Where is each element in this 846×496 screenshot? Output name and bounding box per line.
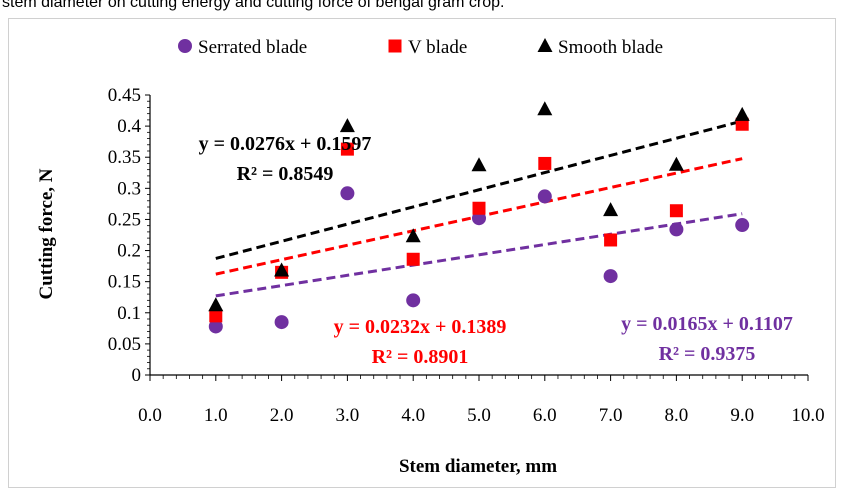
v-blade-point	[669, 204, 683, 218]
x-tick-label: 3.0	[336, 405, 360, 426]
x-tick-label: 4.0	[401, 405, 425, 426]
legend: Serrated blade V blade Smooth blade	[178, 37, 663, 58]
y-axis-title: Cutting force, N	[36, 168, 57, 299]
serrated-blade-point	[340, 186, 355, 201]
serrated-blade-equation: y = 0.0165x + 0.1107	[621, 313, 793, 335]
y-tick-label: 0	[132, 365, 142, 386]
y-tick-label: 0.25	[108, 209, 141, 230]
serrated-blade-point	[406, 293, 421, 308]
serrated-blade-point	[603, 269, 618, 284]
smooth-blade-point	[405, 228, 421, 243]
axes: 0 0.05 0.1 0.15 0.2 0.25 0.3 0.35 0.4 0.45 0.0 1.0 2…	[108, 85, 825, 426]
v-blade-point	[735, 117, 749, 131]
y-tick-label: 0.35	[108, 147, 141, 168]
smooth-blade-point	[274, 262, 290, 277]
v-blade-r-squared: R² = 0.8901	[372, 346, 469, 368]
serrated-blade-legend-marker	[178, 39, 192, 53]
y-tick-label: 0.4	[117, 116, 141, 137]
x-tick-label: 2.0	[270, 405, 294, 426]
figure-caption: stem diameter on cutting energy and cutt…	[2, 0, 505, 11]
v-blade-point	[209, 309, 223, 323]
y-tick-label: 0.3	[117, 178, 141, 199]
serrated-blade-legend-label: Serrated blade	[198, 37, 307, 58]
x-tick-label: 8.0	[665, 405, 689, 426]
chart-frame	[8, 18, 836, 488]
serrated-blade-point	[669, 222, 684, 237]
v-blade-point	[406, 252, 420, 266]
smooth-blade-point	[734, 106, 750, 121]
x-tick-label: 7.0	[599, 405, 623, 426]
serrated-blade-trendline	[215, 212, 743, 298]
serrated-blade-r-squared: R² = 0.9375	[659, 343, 756, 365]
smooth-blade-equation: y = 0.0276x + 0.1597	[199, 133, 372, 155]
v-blade-equation: y = 0.0232x + 0.1389	[334, 316, 507, 338]
smooth-blade-trendline	[215, 119, 743, 260]
serrated-blade-point	[208, 319, 223, 334]
x-tick-label: 10.0	[791, 405, 824, 426]
v-blade-point	[604, 233, 618, 247]
serrated-blade-point	[274, 315, 289, 330]
x-tick-label: 1.0	[204, 405, 228, 426]
smooth-blade-point	[603, 202, 619, 217]
y-tick-label: 0.15	[108, 272, 141, 293]
x-tick-label: 9.0	[730, 405, 754, 426]
smooth-blade-point	[208, 297, 224, 312]
trendline-annotations: y = 0.0165x + 0.1107 R² = 0.9375 y = 0.023…	[199, 133, 793, 368]
x-tick-label: 0.0	[138, 405, 162, 426]
smooth-blade-point	[339, 118, 355, 133]
x-tick-label: 5.0	[467, 405, 491, 426]
x-tick-label: 6.0	[533, 405, 557, 426]
x-axis-title: Stem diameter, mm	[399, 456, 557, 477]
y-tick-label: 0.1	[117, 303, 141, 324]
smooth-blade-legend-label: Smooth blade	[558, 37, 663, 58]
v-blade-point	[538, 156, 552, 170]
v-blade-legend-marker	[388, 39, 402, 53]
data-markers	[208, 101, 750, 334]
v-blade-point	[340, 142, 354, 156]
serrated-blade-point	[735, 218, 750, 233]
smooth-blade-point	[471, 157, 487, 172]
smooth-blade-point	[668, 156, 684, 171]
v-blade-point	[472, 201, 486, 215]
y-tick-label: 0.45	[108, 85, 141, 106]
smooth-blade-legend-marker	[537, 38, 553, 52]
smooth-blade-r-squared: R² = 0.8549	[237, 163, 334, 185]
serrated-blade-point	[537, 189, 552, 204]
y-tick-label: 0.05	[108, 334, 141, 355]
smooth-blade-point	[537, 101, 553, 116]
v-blade-legend-label: V blade	[408, 37, 467, 58]
y-tick-label: 0.2	[117, 241, 141, 262]
